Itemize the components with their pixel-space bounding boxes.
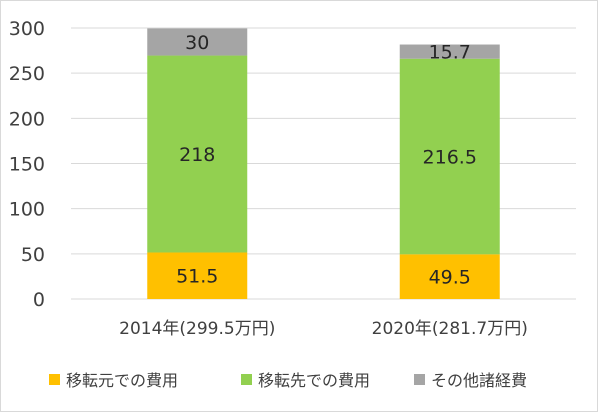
legend-label-1: 移転先での費用 [258,371,370,390]
y-tick-label: 150 [9,154,45,176]
data-label-1-2: 15.7 [429,42,471,64]
y-tick-label: 100 [9,199,45,221]
bar-segment-0-2 [147,28,248,56]
bar-segment-1-2 [399,44,500,59]
category-label-1: 2020年(281.7万円) [372,319,528,339]
data-label-1-0: 49.5 [429,267,471,289]
legend: 移転元での費用 移転先での費用 その他諸経費 [49,371,527,390]
y-tick-label: 0 [33,289,45,311]
data-label-0-0: 51.5 [176,266,218,288]
x-axis-categories: 2014年(299.5万円) 2020年(281.7万円) [119,319,528,339]
data-label-0-1: 218 [179,144,215,166]
y-tick-label: 300 [9,18,45,40]
data-label-0-2: 30 [185,32,209,54]
legend-label-2: その他諸経費 [431,371,527,390]
y-tick-label: 250 [9,63,45,85]
y-tick-label: 200 [9,108,45,130]
y-tick-label: 50 [21,244,45,266]
legend-swatch-2 [414,374,425,385]
category-label-0: 2014年(299.5万円) [119,319,275,339]
legend-swatch-1 [241,374,252,385]
y-axis-ticks: 0 50 100 150 200 250 300 [9,18,45,311]
legend-label-0: 移転元での費用 [66,371,178,390]
data-label-1-1: 216.5 [423,146,477,168]
bars [147,28,500,299]
legend-swatch-0 [49,374,60,385]
data-labels: 51.5 218 30 49.5 216.5 15.7 [176,32,477,289]
bar-segment-0-0 [147,252,248,299]
gridlines [71,27,576,300]
bar-segment-0-1 [147,55,248,253]
bar-segment-1-1 [399,58,500,255]
bar-segment-1-0 [399,254,500,299]
